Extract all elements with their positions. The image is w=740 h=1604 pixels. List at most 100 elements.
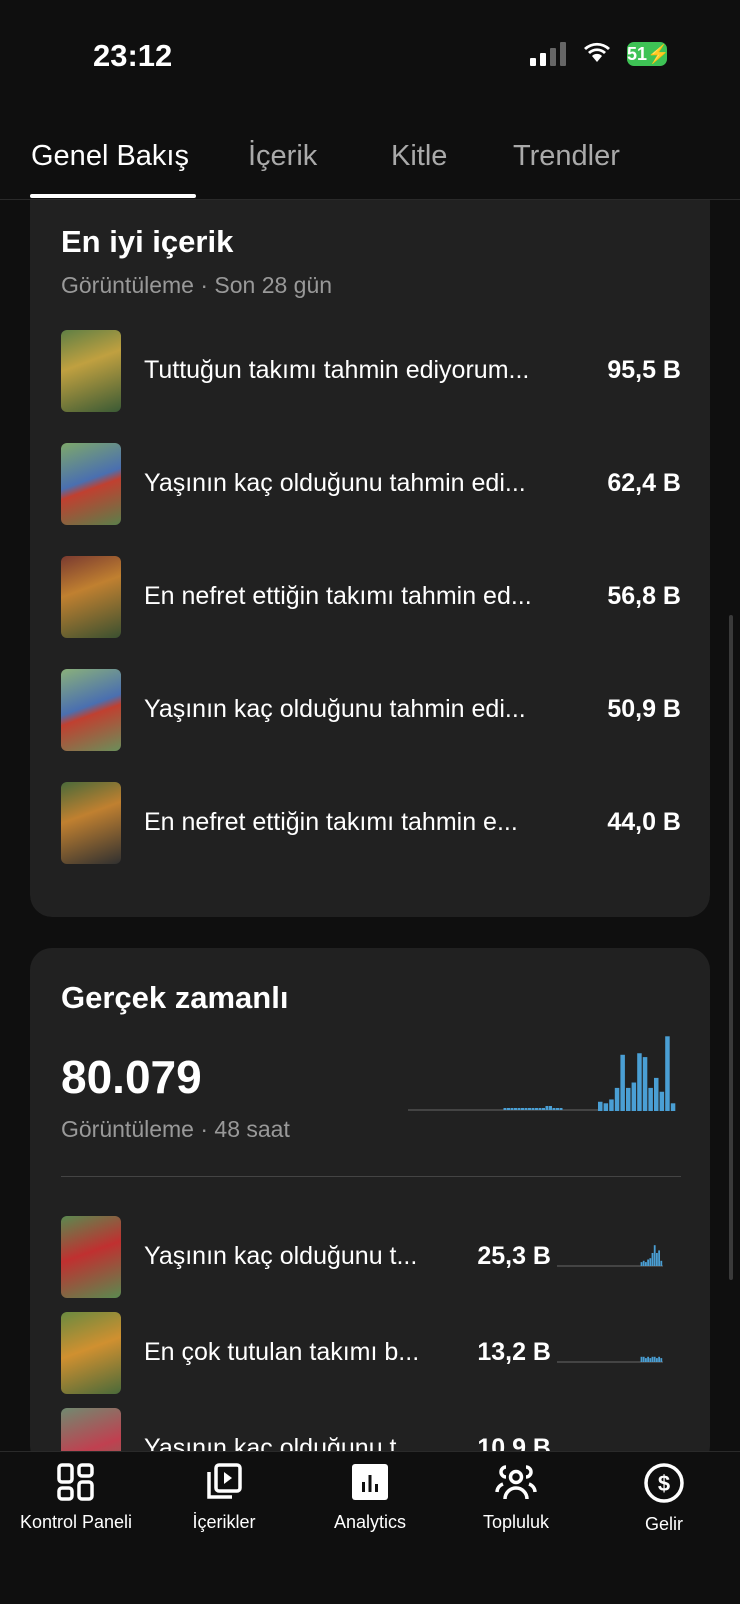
view-count: 56,8 B bbox=[607, 582, 681, 610]
sparkline-bar bbox=[658, 1250, 660, 1266]
chart-bar bbox=[524, 1108, 528, 1110]
view-count: 25,3 B bbox=[477, 1242, 551, 1270]
card-subtitle: Görüntüleme · 48 saat bbox=[61, 1116, 290, 1142]
nav-content[interactable]: İçerikler bbox=[150, 1462, 298, 1533]
chart-bar bbox=[626, 1087, 631, 1111]
sparkline-bar bbox=[649, 1258, 652, 1266]
item-sparkline bbox=[557, 1356, 663, 1363]
bottom-nav: Kontrol Paneli İçerikler Analytics Toplu… bbox=[0, 1451, 740, 1604]
chart-bar bbox=[549, 1106, 552, 1110]
view-count: 50,9 B bbox=[607, 695, 681, 723]
chart-bar bbox=[598, 1101, 603, 1111]
sparkline-bar bbox=[658, 1356, 660, 1362]
sparkline-bar bbox=[645, 1358, 647, 1362]
sparkline-bar bbox=[647, 1259, 649, 1266]
list-item[interactable]: En nefret ettiğin takımı tahmin ed... 56,… bbox=[61, 556, 681, 638]
battery-icon: 51⚡ bbox=[627, 42, 670, 66]
svg-text:$: $ bbox=[658, 1471, 670, 1496]
realtime-card: Gerçek zamanlı 80.079 Görüntüleme · 48 s… bbox=[30, 948, 710, 1490]
nav-label: İçerikler bbox=[192, 1512, 256, 1532]
sparkline-bar bbox=[645, 1262, 647, 1266]
list-item[interactable]: Tuttuğun takımı tahmin ediyorum... 95,5 B bbox=[61, 330, 681, 412]
video-thumbnail bbox=[61, 443, 121, 525]
analytics-icon bbox=[352, 1464, 388, 1500]
tab-audience[interactable]: Kitle bbox=[391, 140, 448, 172]
sparkline-bar bbox=[640, 1262, 643, 1266]
battery-level: 51 bbox=[627, 44, 648, 64]
tab-overview[interactable]: Genel Bakış bbox=[31, 140, 189, 172]
video-thumbnail bbox=[61, 1216, 121, 1298]
scrollbar[interactable] bbox=[729, 615, 733, 1280]
chart-bar bbox=[503, 1108, 507, 1110]
chart-bar bbox=[614, 1087, 620, 1111]
chart-bar bbox=[521, 1108, 524, 1110]
chart-bar bbox=[510, 1108, 514, 1110]
video-title: Yaşının kaç olduğunu tahmin edi... bbox=[144, 469, 526, 497]
list-item[interactable]: Yaşının kaç olduğunu tahmin edi... 50,9 B bbox=[61, 669, 681, 751]
chart-bar bbox=[552, 1108, 556, 1110]
sparkline-bar bbox=[660, 1358, 663, 1362]
sparkline-bar bbox=[649, 1358, 652, 1362]
chart-bar bbox=[659, 1091, 665, 1111]
video-title: En nefret ettiğin takımı tahmin ed... bbox=[144, 582, 532, 610]
chart-bar bbox=[538, 1108, 542, 1110]
nav-label: Topluluk bbox=[482, 1512, 550, 1532]
chart-bar bbox=[507, 1108, 510, 1110]
nav-community[interactable]: Topluluk bbox=[442, 1462, 590, 1533]
earn-icon: $ bbox=[644, 1463, 684, 1503]
chart-bar bbox=[665, 1036, 670, 1111]
list-item[interactable]: Yaşının kaç olduğunu tahmin edi... 62,4 B bbox=[61, 443, 681, 525]
chart-bar bbox=[642, 1057, 648, 1111]
list-item[interactable]: En çok tutulan takımı b... 13,2 B bbox=[61, 1312, 681, 1394]
nav-dashboard[interactable]: Kontrol Paneli bbox=[2, 1462, 150, 1533]
video-title: Tuttuğun takımı tahmin ediyorum... bbox=[144, 356, 530, 384]
content-icon bbox=[207, 1463, 242, 1499]
sparkline-bar bbox=[642, 1260, 645, 1266]
video-title: En çok tutulan takımı b... bbox=[144, 1338, 420, 1366]
dashboard-icon bbox=[57, 1463, 94, 1501]
chart-bar bbox=[556, 1108, 559, 1110]
card-title: Gerçek zamanlı bbox=[61, 980, 289, 1015]
realtime-chart bbox=[408, 1036, 676, 1111]
active-tab-indicator bbox=[30, 194, 196, 198]
tab-bar: Genel Bakış İçerik Kitle Trendler bbox=[0, 130, 740, 200]
tab-trends[interactable]: Trendler bbox=[513, 140, 620, 172]
sparkline-bar bbox=[656, 1253, 658, 1266]
community-icon bbox=[495, 1465, 537, 1500]
realtime-total: 80.079 bbox=[61, 1051, 202, 1103]
sparkline-bar bbox=[653, 1245, 656, 1266]
chart-bar bbox=[528, 1108, 531, 1110]
sparkline-bar bbox=[647, 1356, 649, 1362]
chart-bar bbox=[620, 1054, 625, 1111]
nav-analytics[interactable]: Analytics bbox=[296, 1462, 444, 1533]
video-thumbnail bbox=[61, 782, 121, 864]
status-bar: 23:12 51⚡ bbox=[0, 0, 740, 100]
chart-bar bbox=[531, 1108, 535, 1110]
chart-bar bbox=[648, 1087, 653, 1111]
chart-bar bbox=[603, 1103, 609, 1111]
chart-bar bbox=[542, 1108, 545, 1110]
sparkline-bar bbox=[640, 1356, 643, 1362]
video-thumbnail bbox=[61, 330, 121, 412]
chart-bar bbox=[559, 1108, 563, 1110]
video-thumbnail bbox=[61, 556, 121, 638]
nav-label: Gelir bbox=[644, 1514, 683, 1534]
cellular-signal-icon bbox=[530, 42, 566, 66]
nav-label: Analytics bbox=[333, 1512, 407, 1532]
nav-earn[interactable]: $ Gelir bbox=[590, 1462, 738, 1535]
clock: 23:12 bbox=[93, 38, 173, 73]
chart-bar bbox=[545, 1106, 549, 1110]
sparkline-bar bbox=[656, 1358, 658, 1362]
view-count: 62,4 B bbox=[607, 469, 681, 497]
sparkline-bar bbox=[642, 1356, 645, 1362]
chart-bar bbox=[609, 1099, 614, 1111]
top-content-card: En iyi içerik Görüntüleme · Son 28 gün T… bbox=[30, 200, 710, 917]
list-item[interactable]: En nefret ettiğin takımı tahmin e... 44,0… bbox=[61, 782, 681, 864]
view-count: 95,5 B bbox=[607, 356, 681, 384]
divider bbox=[61, 1176, 681, 1177]
nav-label: Kontrol Paneli bbox=[19, 1512, 133, 1532]
chart-bar bbox=[535, 1108, 538, 1110]
chart-bar bbox=[654, 1077, 659, 1111]
tab-content[interactable]: İçerik bbox=[248, 140, 318, 172]
list-item[interactable]: Yaşının kaç olduğunu t... 25,3 B bbox=[61, 1216, 681, 1298]
